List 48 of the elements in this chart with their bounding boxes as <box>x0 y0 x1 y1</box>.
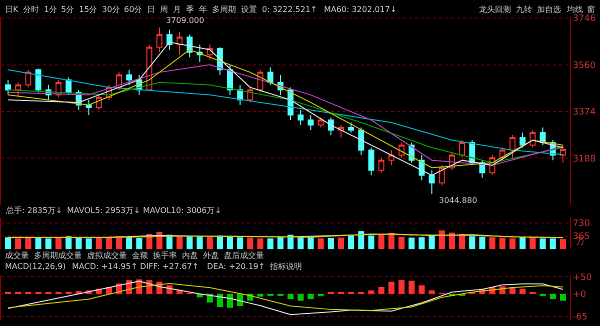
y-tick-label: +0 <box>572 290 586 300</box>
text: MA60: 3202.017↓ <box>324 5 397 14</box>
y-axis-title: 万 <box>576 237 585 247</box>
y-tick-label: 3374 <box>572 108 596 118</box>
text: 加自选 <box>537 5 561 14</box>
text: 60分 <box>124 5 142 14</box>
text: 指标说明 <box>269 262 302 271</box>
y-tick-label: -65 <box>572 312 588 322</box>
text: 内盘 <box>182 251 198 260</box>
text: 月 <box>173 5 181 14</box>
text: 5分 <box>61 5 74 14</box>
text: 窗 <box>587 5 595 14</box>
text: 15分 <box>79 5 98 14</box>
chart-title: MACD(12,26,9) <box>5 262 66 271</box>
text: 年 <box>199 5 207 14</box>
text: 均线 <box>566 5 583 14</box>
text: 多周期 <box>212 5 236 14</box>
text: 周 <box>160 5 168 14</box>
y-tick-label: 3746 <box>572 14 596 24</box>
text: 盘后成交量 <box>224 251 264 260</box>
y-tick-label: 3188 <box>572 154 596 164</box>
y-tick-label: 730 <box>572 218 590 229</box>
text: 龙头回测 <box>479 5 511 14</box>
text: 日 <box>147 5 155 14</box>
text: 金额 <box>132 251 148 260</box>
text: 换手率 <box>153 251 177 260</box>
text: 30分 <box>102 5 120 14</box>
text: MACD: +14.95↑ <box>72 262 138 271</box>
text: 日K <box>5 5 19 14</box>
text: 季 <box>186 5 194 14</box>
text: 0: 3222.521↑ <box>262 5 318 14</box>
text: 九转 <box>516 5 532 14</box>
y-tick-label: +50 <box>572 272 592 283</box>
text: 分时 <box>23 5 39 14</box>
text: 多周期成交量 <box>34 251 82 260</box>
text: 成交量 <box>5 251 29 260</box>
text: 设置 <box>241 5 257 14</box>
text: 1分 <box>44 5 58 14</box>
text: 外盘 <box>203 251 219 260</box>
text: DIFF: +27.67↑ <box>140 262 199 271</box>
annotation: 3709.000 <box>166 16 204 25</box>
text: 虚拟成交量 <box>87 251 127 260</box>
text: 总手: 2835万↓ <box>5 206 62 215</box>
text: MAVOL5: 2953万↓ <box>67 206 140 215</box>
text: DEA: +20.19↑ <box>207 262 266 271</box>
y-tick-label: 3560 <box>572 60 596 71</box>
annotation: 3044.880 <box>439 196 478 205</box>
text: MAVOL10: 3006万↓ <box>143 206 222 215</box>
